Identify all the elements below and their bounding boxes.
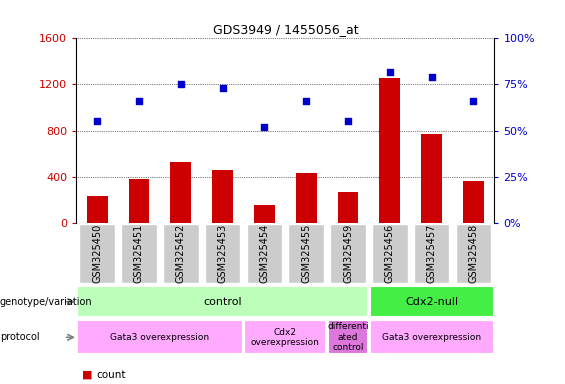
Text: genotype/variation: genotype/variation [0,296,93,307]
Bar [421,134,442,223]
Point [469,98,478,104]
Bar [77,320,243,354]
Text: differenti
ated
control: differenti ated control [327,323,369,352]
Text: Gata3 overexpression: Gata3 overexpression [382,333,481,342]
Bar [289,224,324,283]
Bar [456,224,491,283]
Bar [80,224,115,283]
Title: GDS3949 / 1455056_at: GDS3949 / 1455056_at [212,23,358,36]
Text: GSM325457: GSM325457 [427,224,437,283]
Point [427,74,436,80]
Text: Gata3 overexpression: Gata3 overexpression [110,333,210,342]
Point [385,68,394,74]
Bar [205,224,240,283]
Text: GSM325452: GSM325452 [176,224,186,283]
Point [218,85,227,91]
Bar [87,196,107,223]
Bar [463,181,484,223]
Bar [212,170,233,223]
Bar [328,320,368,354]
Point [260,124,269,130]
Bar [338,192,359,223]
Bar [77,286,368,317]
Text: GSM325454: GSM325454 [259,224,270,283]
Point [344,118,353,124]
Bar [372,224,407,283]
Point [134,98,144,104]
Bar [244,320,327,354]
Text: ■: ■ [82,370,93,380]
Text: GSM325456: GSM325456 [385,224,395,283]
Bar [121,224,157,283]
Text: Cdx2
overexpression: Cdx2 overexpression [251,328,320,347]
Point [302,98,311,104]
Text: GSM325450: GSM325450 [92,224,102,283]
Bar [129,179,149,223]
Text: GSM325455: GSM325455 [301,224,311,283]
Point [176,81,185,88]
Bar [171,162,191,223]
Text: Cdx2-null: Cdx2-null [405,296,458,307]
Text: protocol: protocol [0,332,40,343]
Text: count: count [96,370,125,380]
Text: GSM325453: GSM325453 [218,224,228,283]
Bar [296,173,316,223]
Bar [247,224,282,283]
Bar [370,286,494,317]
Bar [370,320,494,354]
Bar [163,224,198,283]
Text: control: control [203,296,242,307]
Point [93,118,102,124]
Bar [380,78,400,223]
Text: GSM325458: GSM325458 [468,224,479,283]
Bar [414,224,449,283]
Text: GSM325459: GSM325459 [343,224,353,283]
Bar [331,224,366,283]
Text: GSM325451: GSM325451 [134,224,144,283]
Bar [254,205,275,223]
